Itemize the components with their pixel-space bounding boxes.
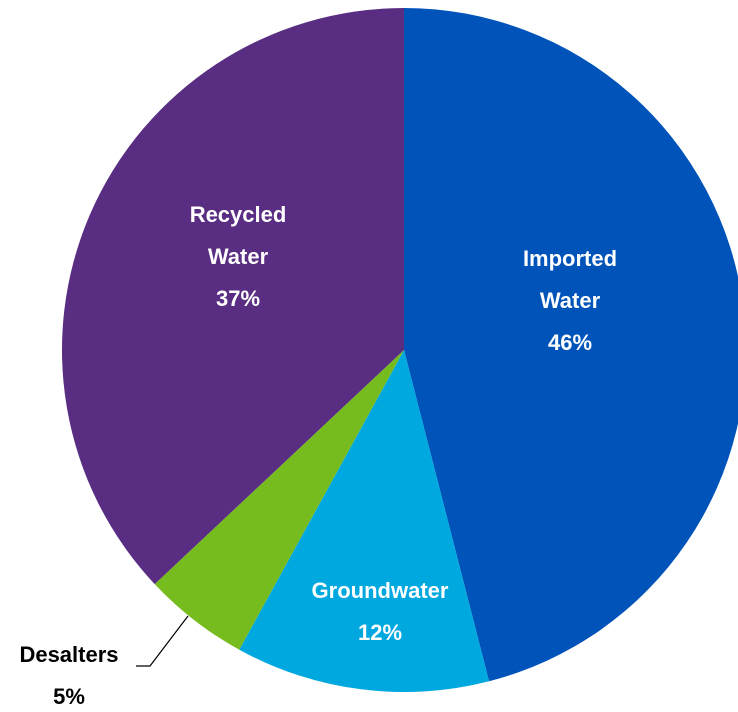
- slice-recycled-water: [61, 7, 404, 585]
- slice-label-desalters: Desalters 5%: [19, 642, 118, 709]
- slice-label-line: 12%: [358, 620, 402, 645]
- slice-label-line: 46%: [548, 330, 592, 355]
- slice-label-recycled-water: Recycled Water 37%: [190, 202, 287, 311]
- slice-label-line: Water: [540, 288, 601, 313]
- leader-lines: [136, 615, 189, 667]
- slice-imported-water: [404, 8, 738, 682]
- slice-label-groundwater: Groundwater 12%: [312, 578, 449, 645]
- pie-slices: [61, 7, 738, 693]
- leader-line-desalters: [136, 615, 189, 667]
- slice-label-line: Water: [208, 244, 269, 269]
- slice-label-line: Recycled: [190, 202, 287, 227]
- slice-desalters: [154, 350, 404, 650]
- slice-label-line: 37%: [216, 286, 260, 311]
- slice-label-line: Imported: [523, 246, 617, 271]
- slice-labels: Imported Water 46% Groundwater 12% Desalters 5…: [19, 202, 617, 709]
- slice-label-imported-water: Imported Water 46%: [523, 246, 617, 355]
- slice-label-line: 5%: [53, 684, 85, 709]
- slice-label-line: Groundwater: [312, 578, 449, 603]
- slice-label-line: Desalters: [19, 642, 118, 667]
- slice-groundwater: [239, 350, 490, 693]
